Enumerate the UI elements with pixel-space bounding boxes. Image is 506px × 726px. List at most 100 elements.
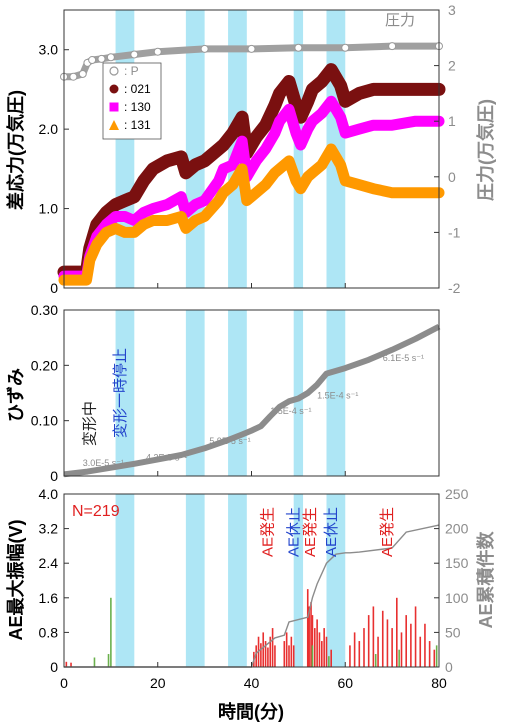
ae-count-tick-label: 0 bbox=[445, 659, 453, 675]
pause-band bbox=[185, 310, 205, 476]
legend-label: : 130 bbox=[124, 100, 151, 114]
legend-label: : 021 bbox=[124, 82, 151, 96]
legend-marker-131 bbox=[109, 120, 119, 130]
series-line-021 bbox=[57, 63, 446, 279]
pressure-marker bbox=[88, 56, 97, 65]
x-axis: 0 20 40 60 80 bbox=[60, 283, 447, 691]
x-axis-label: 時間(分) bbox=[218, 702, 284, 722]
panel-ae: AE発生 AE休止 AE発生 AE休止 AE発生 00.81.62.43.24.0050… bbox=[5, 486, 496, 675]
ae-annotation: AE休止 bbox=[285, 507, 302, 557]
stress-y-tick-label: 3.0 bbox=[39, 42, 59, 58]
legend-marker-021 bbox=[109, 84, 119, 94]
strain-y-tick-label: 0.20 bbox=[31, 357, 58, 373]
panel-ae-plot: AE発生 AE休止 AE発生 AE休止 AE発生 bbox=[64, 507, 440, 668]
panel-strain-plot: 3.0E-5 s⁻¹ 4.3E-5 s⁻¹ 5.9E-5 s⁻¹ 1.5E-4 s⁻¹… bbox=[63, 323, 441, 478]
ae-y-tick-label: 1.6 bbox=[39, 590, 59, 606]
ae-annotation: AE発生 bbox=[260, 507, 277, 557]
pressure-inline-label: 圧力 bbox=[385, 12, 415, 29]
ae-count-tick-label: 100 bbox=[445, 590, 469, 606]
stress-y-label: 差応力(万気圧) bbox=[5, 90, 26, 210]
pause-label: 変形一時停止 bbox=[112, 348, 129, 438]
ae-y-tick-label: 0 bbox=[50, 659, 58, 675]
pressure-marker bbox=[294, 43, 303, 52]
pressure-marker bbox=[200, 44, 209, 53]
pressure-y-tick-label: 3 bbox=[448, 2, 456, 18]
strain-rate-label: 4.3E-5 s⁻¹ bbox=[146, 453, 187, 463]
legend-marker-130 bbox=[109, 102, 119, 112]
stress-y-tick-label: 1.0 bbox=[39, 201, 59, 217]
pause-band bbox=[326, 310, 346, 476]
pressure-y-label: 圧力(万気圧) bbox=[475, 99, 496, 201]
deforming-label: 変形中 bbox=[81, 401, 98, 446]
legend-items: : P : 021 : 130 : 131 bbox=[109, 64, 151, 132]
x-tick-label: 0 bbox=[60, 675, 68, 691]
x-tick-label: 20 bbox=[150, 675, 166, 691]
ae-count-tick-label: 200 bbox=[445, 521, 469, 537]
stress-y-tick-label: 0 bbox=[50, 280, 58, 296]
strain-rate-label: 1.5E-4 s⁻¹ bbox=[270, 406, 311, 416]
legend-label: : 131 bbox=[124, 118, 151, 132]
panel-stress: 0 1.0 2.0 3.0 -2 -1 0 1 2 3 差応力(万気圧) 圧力(万気圧) 圧力 :… bbox=[5, 2, 496, 296]
pressure-y-tick-label: 0 bbox=[448, 169, 456, 185]
ae-cumulative-line bbox=[64, 524, 440, 668]
strain-rate-label: 1.5E-4 s⁻¹ bbox=[317, 391, 358, 401]
ae-count-tick-label: 250 bbox=[445, 486, 469, 502]
ae-y-tick-label: 2.4 bbox=[39, 555, 59, 571]
legend-marker-P bbox=[109, 66, 119, 76]
ae-count-y-label: AE累積件数 bbox=[475, 531, 496, 629]
pressure-y-tick-label: -2 bbox=[448, 280, 461, 296]
ae-y-tick-label: 0.8 bbox=[39, 624, 59, 640]
strain-y-tick-label: 0 bbox=[50, 468, 58, 484]
pressure-marker bbox=[69, 72, 78, 81]
strain-y-label: ひずみ bbox=[6, 368, 26, 422]
pressure-y-tick-label: 1 bbox=[448, 113, 456, 129]
pressure-marker bbox=[78, 69, 87, 78]
pause-band bbox=[115, 310, 135, 476]
strain-y-tick-label: 0.30 bbox=[31, 302, 58, 318]
panel-ae-axes: 0 0.8 1.6 2.4 3.2 4.0 0 50 100 150 200 250 bbox=[39, 486, 469, 675]
pause-band bbox=[293, 310, 304, 476]
legend: : P : 021 : 130 : 131 bbox=[102, 62, 162, 140]
ae-count-tick-label: 150 bbox=[445, 555, 469, 571]
ae-annotation: AE発生 bbox=[302, 507, 319, 557]
panel-stress-plot bbox=[57, 42, 446, 286]
series-line-130 bbox=[58, 95, 445, 282]
x-tick-label: 80 bbox=[431, 675, 447, 691]
pressure-marker bbox=[341, 43, 350, 52]
panel-stress-axes: 0 1.0 2.0 3.0 -2 -1 0 1 2 3 bbox=[39, 2, 461, 296]
series-line-131 bbox=[58, 143, 445, 286]
ae-y-tick-label: 4.0 bbox=[39, 486, 59, 502]
pause-band bbox=[185, 494, 205, 667]
strain-rate-label: 6.1E-5 s⁻¹ bbox=[383, 353, 424, 363]
pressure-marker bbox=[97, 54, 106, 63]
panel-strain: 3.0E-5 s⁻¹ 4.3E-5 s⁻¹ 5.9E-5 s⁻¹ 1.5E-4 s⁻¹… bbox=[6, 302, 441, 484]
pressure-marker bbox=[130, 50, 139, 59]
pressure-marker bbox=[106, 53, 115, 62]
pause-band bbox=[293, 494, 304, 667]
pressure-marker bbox=[388, 42, 397, 51]
ae-amplitude-y-label: AE最大振幅(V) bbox=[5, 519, 26, 640]
legend-label: : P bbox=[124, 64, 139, 78]
pressure-marker bbox=[153, 47, 162, 56]
pressure-marker bbox=[247, 44, 256, 53]
strain-rate-label: 3.0E-5 s⁻¹ bbox=[83, 458, 124, 468]
pressure-y-tick-label: 2 bbox=[448, 58, 456, 74]
pause-band bbox=[228, 494, 247, 667]
strain-y-tick-label: 0.10 bbox=[31, 413, 58, 429]
ae-n-label: N=219 bbox=[72, 503, 120, 520]
x-tick-label: 60 bbox=[337, 675, 353, 691]
pressure-y-tick-label: -1 bbox=[448, 224, 461, 240]
pause-band bbox=[228, 310, 247, 476]
ae-annotation: AE発生 bbox=[379, 507, 396, 557]
ae-y-tick-label: 3.2 bbox=[39, 521, 59, 537]
stress-y-tick-label: 2.0 bbox=[39, 121, 59, 137]
x-tick-label: 40 bbox=[244, 675, 260, 691]
strain-line bbox=[63, 323, 441, 478]
pause-band bbox=[115, 494, 135, 667]
strain-rate-label: 5.9E-5 s⁻¹ bbox=[209, 436, 250, 446]
ae-count-tick-label: 50 bbox=[445, 624, 461, 640]
pause-band bbox=[326, 494, 346, 667]
ae-annotation: AE休止 bbox=[323, 507, 340, 557]
panel-strain-axes: 0 0.10 0.20 0.30 bbox=[31, 302, 69, 484]
